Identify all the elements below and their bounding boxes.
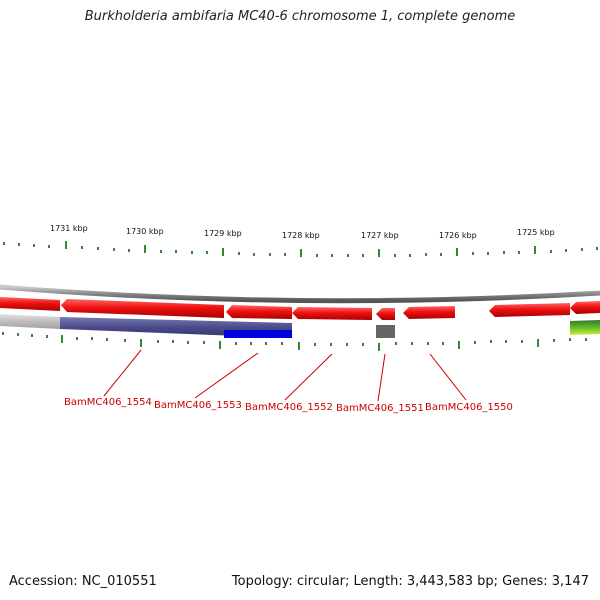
gene-arrow[interactable] bbox=[570, 301, 600, 314]
gc-segment-gray bbox=[376, 325, 395, 338]
gene-label-leaders bbox=[103, 349, 467, 402]
gc-segment-green bbox=[570, 320, 600, 335]
gc-segment-blue bbox=[224, 330, 292, 338]
gc-segment-light bbox=[0, 314, 60, 329]
gene-arrow[interactable] bbox=[489, 303, 570, 317]
leader-line-1550 bbox=[429, 353, 467, 401]
gene-arrow[interactable] bbox=[376, 308, 395, 320]
map-title: Burkholderia ambifaria MC40-6 chromosome… bbox=[84, 9, 516, 24]
gene-arrow[interactable] bbox=[292, 307, 372, 320]
scale-label-1726: 1726 kbp bbox=[439, 231, 477, 240]
scale-label-1728: 1728 kbp bbox=[282, 231, 320, 240]
scale-label-1725: 1725 kbp bbox=[517, 228, 555, 237]
accession-text: Accession: NC_010551 bbox=[9, 574, 157, 589]
topology-text: Topology: circular; Length: 3,443,583 bp… bbox=[231, 574, 589, 589]
gene-label-1554[interactable]: BamMC406_1554 bbox=[64, 397, 152, 408]
gene-arrow[interactable] bbox=[61, 299, 224, 318]
gene-arrow[interactable] bbox=[0, 297, 60, 311]
leader-line-1552 bbox=[284, 353, 333, 401]
inner-tick-ring bbox=[2, 332, 587, 351]
gene-arrow[interactable] bbox=[226, 305, 292, 319]
backbone-arc bbox=[0, 284, 600, 304]
leader-line-1554 bbox=[103, 349, 142, 397]
scale-label-1727: 1727 kbp bbox=[361, 231, 399, 240]
scale-label-1729: 1729 kbp bbox=[204, 229, 242, 238]
leader-line-1551 bbox=[377, 353, 386, 402]
gc-track bbox=[0, 314, 600, 338]
gene-label-1550[interactable]: BamMC406_1550 bbox=[425, 402, 513, 413]
gene-track bbox=[0, 297, 600, 320]
leader-line-1553 bbox=[194, 352, 259, 399]
outer-tick-ring bbox=[3, 241, 598, 257]
gene-label-1551[interactable]: BamMC406_1551 bbox=[336, 403, 424, 414]
scale-label-1730: 1730 kbp bbox=[126, 227, 164, 236]
scale-label-1731: 1731 kbp bbox=[50, 224, 88, 233]
gene-arrow[interactable] bbox=[403, 306, 455, 319]
gene-label-1553[interactable]: BamMC406_1553 bbox=[154, 400, 242, 411]
gene-label-1552[interactable]: BamMC406_1552 bbox=[245, 402, 333, 413]
